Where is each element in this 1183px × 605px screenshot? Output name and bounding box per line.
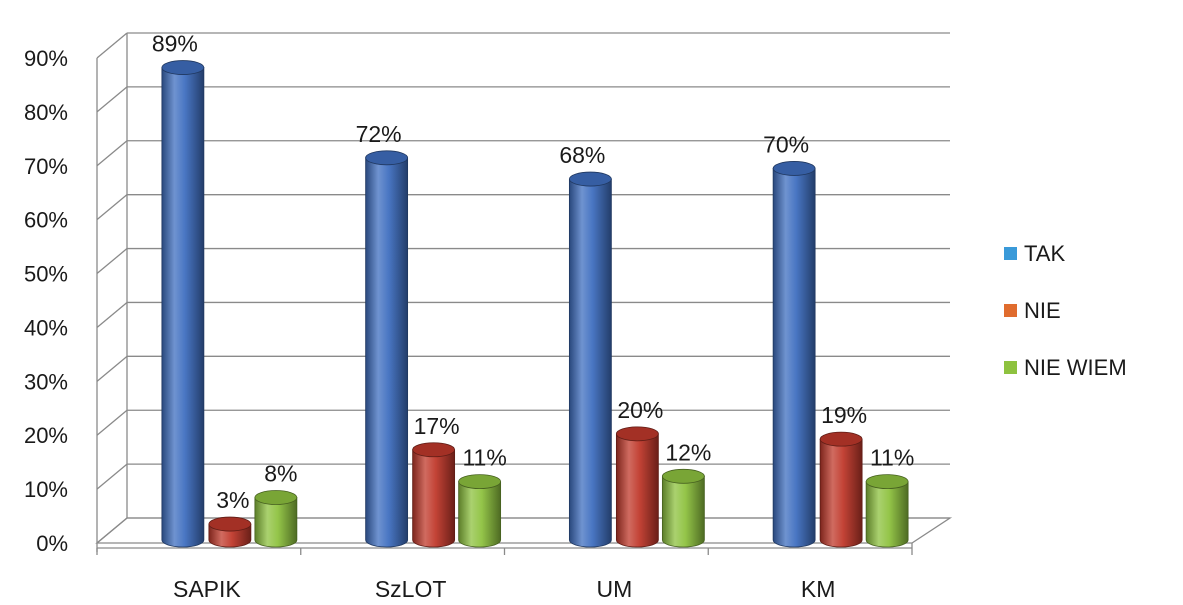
bar-nie-km [819,431,863,548]
side-gridline [96,463,128,490]
bar-nie-szlot [412,442,456,548]
y-tick-label: 0% [36,531,68,556]
bar-body [615,433,659,548]
bar-body [772,168,816,548]
y-tick-label: 40% [24,315,68,340]
bar-top [661,468,705,484]
x-tick-label: SzLOT [375,576,447,602]
bar-nie-wiem-km [865,474,909,548]
bar-top [865,474,909,490]
bar-nie-um [615,426,659,548]
bar-body [161,67,205,548]
side-gridline [96,248,128,275]
legend-label: NIE [1024,298,1061,323]
bar-body [865,481,909,548]
side-gridline [96,409,128,436]
data-label: 11% [462,445,506,471]
data-label: 89% [152,31,198,57]
legend-label: TAK [1024,241,1065,266]
bar-nie-wiem-szlot [458,474,502,548]
data-label: 19% [821,402,867,428]
bar-top [615,426,659,442]
y-tick-label: 80% [24,100,68,125]
bar-body [412,449,456,548]
data-label: 11% [870,445,914,471]
x-tick-label: SAPIK [173,576,241,602]
bar-top [458,474,502,490]
bar-tak-km [772,161,816,548]
x-tick-label: UM [596,576,632,602]
legend-swatch [1004,304,1017,317]
side-gridline [96,301,128,328]
legend: TAK NIE NIE WIEM [1004,241,1127,380]
legend-swatch [1004,247,1017,260]
side-gridline [96,355,128,382]
bar-body [819,438,863,548]
y-tick-label: 70% [24,154,68,179]
bar-top [254,490,298,505]
data-label: 8% [264,461,297,487]
data-label: 3% [216,487,249,513]
data-label: 72% [356,121,402,147]
bar-body [254,497,298,548]
x-axis-labels: SAPIK SzLOT UM KM [96,548,913,602]
bar-top [412,442,456,458]
bar-tak-szlot [365,150,409,548]
side-gridline [96,194,128,221]
data-label: 20% [617,397,663,423]
legend-swatch [1004,361,1017,374]
x-tick-label: KM [801,576,836,602]
data-label: 70% [763,131,809,157]
data-label: 12% [665,439,711,465]
y-tick-label: 10% [24,477,68,502]
y-tick-label: 20% [24,423,68,448]
bar-top [161,60,205,75]
data-labels: 89%3%8%72%17%11%68%20%12%70%19%11% [152,31,914,513]
bar-body [365,157,409,548]
bar-nie-wiem-um [661,468,705,548]
side-gridline [96,140,128,167]
bar-nie-wiem-sapik [254,490,298,548]
bar-top [819,431,863,447]
side-gridline [96,86,128,113]
bar-body [568,178,612,548]
y-tick-label: 30% [24,369,68,394]
bar-body [458,481,502,548]
bar-tak-sapik [161,60,205,548]
bar-tak-um [568,171,612,548]
y-tick-label: 50% [24,262,68,287]
legend-label: NIE WIEM [1024,355,1127,380]
y-tick-label: 60% [24,208,68,233]
side-gridline [96,32,128,59]
y-tick-label: 90% [24,46,68,71]
bar-nie-sapik [208,516,252,548]
data-label: 68% [559,142,605,168]
bar-top [772,161,816,176]
bar-top [365,150,409,166]
data-label: 17% [414,413,460,439]
bars [161,60,909,548]
bar-top [208,516,252,532]
bar-body [661,475,705,548]
bar-top [568,171,612,187]
y-axis-labels: 0% 10% 20% 30% 40% 50% 60% 70% 80% 90% [24,46,68,556]
